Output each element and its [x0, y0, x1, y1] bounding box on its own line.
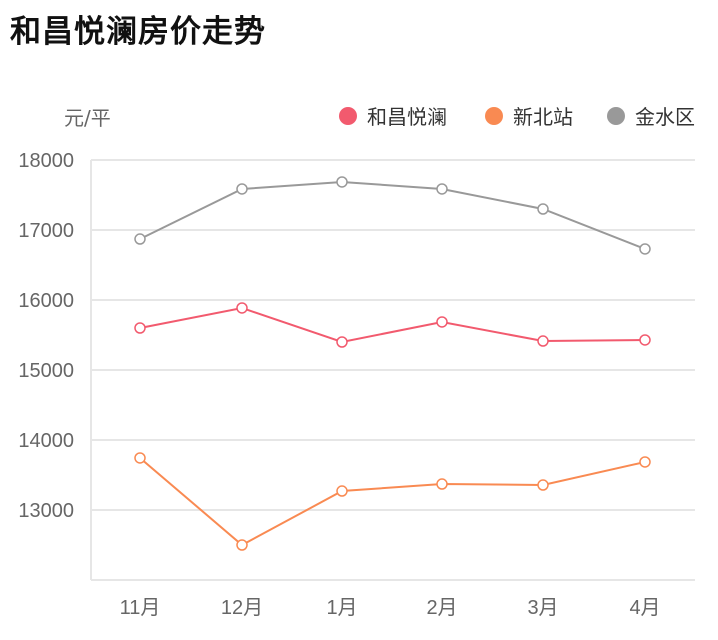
- data-point: [537, 479, 549, 491]
- y-tick-label: 17000: [18, 220, 74, 242]
- data-point: [236, 302, 248, 314]
- y-tick-label: 15000: [18, 360, 74, 382]
- data-point: [236, 539, 248, 551]
- x-tick-label: 11月: [120, 597, 161, 619]
- x-tick-label: 12月: [221, 597, 263, 619]
- data-point: [134, 233, 146, 245]
- data-point: [336, 485, 348, 497]
- x-tick-label: 2月: [426, 597, 457, 619]
- chart-title: 和昌悦澜房价走势: [10, 14, 266, 50]
- y-axis-unit: 元/平: [64, 106, 111, 130]
- y-tick-label: 14000: [18, 430, 74, 452]
- legend-label: 新北站: [513, 105, 573, 129]
- legend-marker-icon: [339, 107, 357, 125]
- data-point: [336, 176, 348, 188]
- data-point: [236, 183, 248, 195]
- data-point: [436, 183, 448, 195]
- data-point: [134, 452, 146, 464]
- legend-label: 和昌悦澜: [367, 105, 447, 129]
- x-tick-label: 4月: [629, 597, 660, 619]
- data-point: [436, 316, 448, 328]
- x-tick-label: 1月: [326, 597, 357, 619]
- data-point: [537, 203, 549, 215]
- legend-marker-icon: [485, 107, 503, 125]
- legend-marker-icon: [607, 107, 625, 125]
- data-point: [436, 478, 448, 490]
- data-point: [336, 336, 348, 348]
- data-point: [639, 243, 651, 255]
- y-tick-label: 13000: [18, 500, 74, 522]
- data-point: [639, 456, 651, 468]
- y-tick-label: 18000: [18, 150, 74, 172]
- data-point: [639, 334, 651, 346]
- series-line-1: [139, 457, 646, 547]
- y-tick-label: 16000: [18, 290, 74, 312]
- series-line-0: [139, 306, 646, 344]
- legend-label: 金水区: [635, 105, 695, 129]
- x-tick-label: 3月: [527, 597, 558, 619]
- series-line-2: [139, 180, 646, 250]
- data-point: [134, 322, 146, 334]
- data-point: [537, 335, 549, 347]
